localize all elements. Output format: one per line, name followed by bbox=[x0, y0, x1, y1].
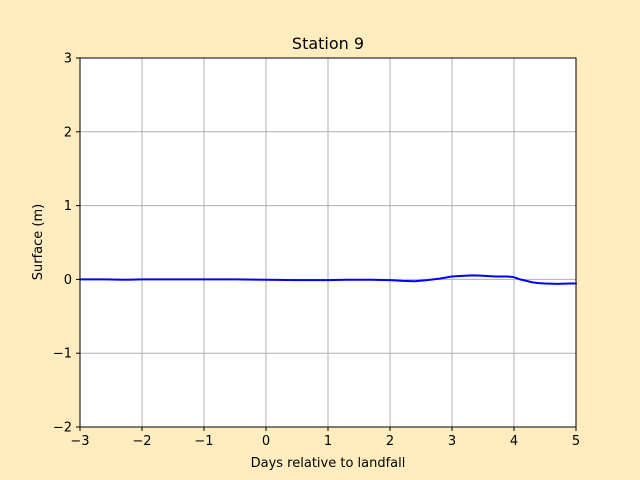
y-tick-label: 2 bbox=[64, 125, 72, 140]
chart-title: Station 9 bbox=[292, 34, 364, 53]
x-tick-label: 2 bbox=[386, 434, 394, 449]
surface-series-line bbox=[79, 274, 577, 285]
x-tick-label: 0 bbox=[262, 434, 270, 449]
y-tick-label: −2 bbox=[53, 421, 72, 436]
x-tick-label: 1 bbox=[324, 434, 332, 449]
x-tick-label: −3 bbox=[70, 434, 89, 449]
series-layer bbox=[79, 274, 577, 285]
y-tick-label: −1 bbox=[53, 347, 72, 362]
x-tick-label: 3 bbox=[448, 434, 456, 449]
x-axis-label: Days relative to landfall bbox=[251, 456, 406, 471]
x-tick-label: −2 bbox=[132, 434, 151, 449]
y-axis-label: Surface (m) bbox=[31, 204, 46, 280]
x-tick-label: −1 bbox=[194, 434, 213, 449]
y-tick-label: 0 bbox=[64, 273, 72, 288]
x-tick-label: 5 bbox=[572, 434, 580, 449]
y-tick-label: 3 bbox=[64, 52, 72, 67]
x-tick-label: 4 bbox=[510, 434, 518, 449]
y-tick-label: 1 bbox=[64, 199, 72, 214]
